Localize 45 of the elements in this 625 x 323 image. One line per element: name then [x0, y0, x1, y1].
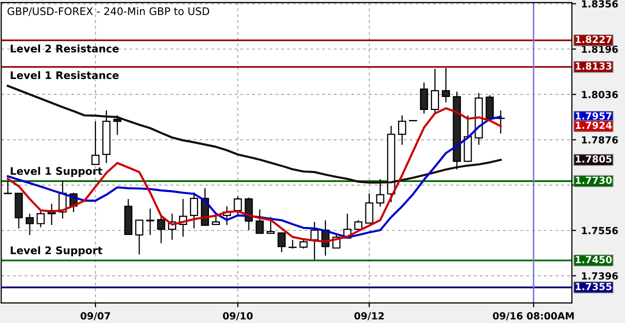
- y-tick-label: 1.8356: [582, 0, 618, 8]
- candlestick: [365, 192, 374, 224]
- candlestick: [299, 238, 308, 250]
- x-tick-label: 09/16 08:00AM: [492, 312, 574, 320]
- candlestick: [36, 210, 45, 228]
- candlestick: [442, 67, 450, 103]
- candlestick: [26, 213, 34, 236]
- candlestick: [113, 114, 122, 136]
- ref-line-label: Level 1 Support: [10, 166, 102, 177]
- y-tick-label: 1.7396: [582, 272, 618, 280]
- y-tick-label: 1.7876: [582, 136, 618, 144]
- candlestick: [256, 208, 264, 234]
- text: 1.8227: [576, 36, 612, 44]
- text: 1.7355: [576, 282, 612, 290]
- line-series: [6, 84, 502, 184]
- candlestick: [135, 220, 144, 256]
- y-tick-label: 1.7556: [582, 226, 618, 234]
- ref-line-label: Level 2 Resistance: [10, 44, 119, 53]
- candlestick: [146, 208, 154, 236]
- candlestick: [420, 82, 428, 114]
- candlestick: [266, 216, 275, 234]
- chart-title: GBP/USD-FOREX - 240-Min GBP to USD: [8, 7, 210, 16]
- candlestick: [278, 232, 286, 253]
- y-tick-label: 1.8036: [582, 90, 618, 98]
- candlestick: [234, 196, 242, 216]
- text: 1.7957: [576, 112, 612, 120]
- candlestick: [310, 221, 319, 260]
- text: 1.7730: [576, 176, 612, 184]
- y-tick-label: 1.8196: [582, 46, 618, 53]
- text: 1.7924: [576, 122, 612, 129]
- ref-line-label: Level 2 Support: [10, 246, 102, 256]
- ref-line-label: Level 1 Resistance: [10, 71, 119, 80]
- x-tick-label: 09/12: [354, 312, 384, 320]
- candlestick: [91, 120, 100, 165]
- text: 1.8133: [576, 62, 612, 70]
- candlestick: [376, 178, 384, 208]
- candlestick: [157, 216, 166, 244]
- x-tick-label: 09/10: [222, 312, 253, 320]
- text: 1.7805: [576, 155, 612, 163]
- x-tick-label: 09/07: [80, 312, 110, 320]
- candlestick: [398, 114, 406, 146]
- text: 1.7450: [576, 256, 612, 264]
- candlestick: [190, 192, 198, 229]
- candlestick: [4, 180, 12, 195]
- candlestick: [430, 68, 440, 114]
